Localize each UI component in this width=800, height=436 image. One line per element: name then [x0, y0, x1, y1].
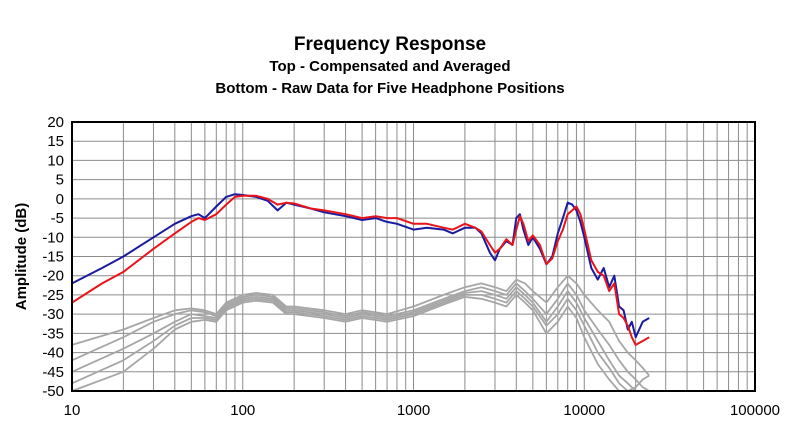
y-tick-label: 5 — [56, 172, 64, 189]
series-line-1 — [71, 193, 650, 339]
y-tick-labels: 20 15 10 5 0 -5 -10 -15 -20 -25 -30 -35 -40 -45 -50 — [42, 114, 64, 400]
series-line-6 — [71, 290, 650, 392]
y-tick-label: -25 — [42, 287, 64, 304]
series-line-5 — [71, 286, 650, 392]
y-axis-label: Amplitude (dB) — [13, 203, 30, 310]
x-tick-label: 100000 — [730, 402, 780, 419]
y-tick-label: -15 — [42, 249, 64, 266]
chart-subtitle-top: Top - Compensated and Averaged — [269, 58, 511, 75]
chart-subtitle-bottom: Bottom - Raw Data for Five Headphone Pos… — [215, 80, 565, 97]
y-tick-label: -50 — [42, 383, 64, 400]
y-tick-label: 10 — [47, 152, 64, 169]
y-tick-label: -5 — [51, 210, 64, 227]
series-line-7 — [71, 293, 650, 392]
plot-frame — [71, 121, 756, 392]
series-lines — [71, 193, 650, 392]
x-tick-label: 100 — [230, 402, 255, 419]
x-tick-label: 1000 — [397, 402, 430, 419]
y-tick-label: -45 — [42, 364, 64, 381]
x-tick-label: 10 — [64, 402, 81, 419]
x-tick-labels: 10 100 1000 10000 100000 — [64, 402, 780, 419]
y-tick-label: -35 — [42, 325, 64, 342]
y-tick-label: -10 — [42, 229, 64, 246]
series-line-2 — [71, 194, 650, 346]
series-line-4 — [71, 282, 650, 392]
x-tick-label: 10000 — [563, 402, 605, 419]
y-tick-label: -40 — [42, 345, 64, 362]
y-tick-label: 20 — [47, 114, 64, 131]
chart-title: Frequency Response — [293, 34, 487, 55]
grid-lines — [71, 121, 755, 392]
y-tick-label: 0 — [56, 191, 64, 208]
series-line-3 — [71, 274, 650, 377]
y-tick-label: 15 — [47, 133, 64, 150]
chart-titles: Frequency Response Top - Compensated and… — [0, 34, 780, 100]
y-tick-label: -20 — [42, 268, 64, 285]
y-tick-label: -30 — [42, 306, 64, 323]
